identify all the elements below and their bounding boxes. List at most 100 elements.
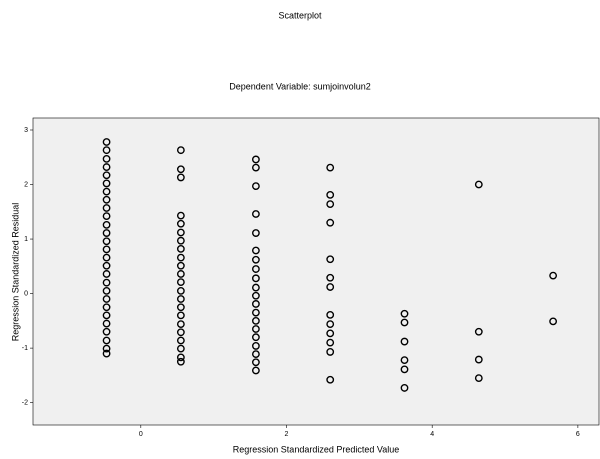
point: [252, 316, 260, 325]
point: [176, 173, 185, 182]
point: [176, 270, 185, 278]
point: [176, 336, 185, 345]
point: [252, 246, 260, 255]
point: [176, 344, 185, 353]
point: [102, 344, 111, 353]
point: [176, 328, 185, 337]
point: [252, 291, 260, 300]
point: [474, 374, 483, 383]
x-tick-label: 4: [430, 431, 434, 438]
point: [102, 171, 111, 180]
point: [102, 154, 111, 163]
point: [326, 338, 335, 347]
point: [474, 327, 483, 336]
y-tick-label: 2: [24, 181, 28, 188]
point: [102, 138, 111, 146]
point: [102, 187, 111, 196]
point: [400, 309, 409, 318]
point: [326, 310, 335, 319]
chart-title: Scatterplot: [278, 10, 322, 20]
point: [102, 261, 111, 270]
x-axis-label: Regression Standardized Predicted Value: [233, 444, 399, 454]
x-tick-label: 6: [576, 431, 580, 438]
y-tick-label: 1: [24, 236, 28, 243]
point: [102, 286, 111, 295]
point: [176, 303, 185, 312]
point: [326, 320, 335, 329]
point: [252, 255, 260, 264]
point: [252, 265, 260, 273]
point: [102, 319, 111, 328]
point: [176, 353, 185, 362]
point: [549, 271, 558, 280]
point: [252, 333, 260, 342]
point: [176, 278, 185, 287]
chart-subtitle: Dependent Variable: sumjoinvolun2: [229, 81, 370, 91]
point: [102, 336, 111, 345]
point: [176, 219, 185, 228]
point: [252, 300, 260, 308]
point: [176, 295, 185, 303]
point: [326, 163, 335, 172]
point: [474, 355, 483, 364]
point: [176, 236, 185, 245]
point: [176, 228, 185, 237]
point: [102, 311, 111, 320]
x-tick-label: 0: [139, 431, 143, 438]
point: [252, 182, 260, 191]
point: [102, 179, 111, 188]
point: [252, 163, 260, 172]
y-tick-label: -2: [22, 399, 28, 406]
point: [326, 273, 335, 282]
point: [102, 163, 111, 171]
point: [252, 283, 260, 292]
point: [326, 218, 335, 227]
point: [176, 253, 185, 262]
point: [400, 365, 409, 374]
point: [102, 195, 111, 204]
point: [102, 295, 111, 303]
point: [252, 210, 260, 218]
point: [400, 318, 409, 327]
point: [400, 356, 409, 365]
point: [102, 220, 111, 229]
point: [326, 255, 335, 264]
point: [326, 190, 335, 199]
point: [102, 212, 111, 221]
point: [102, 204, 111, 212]
point: [326, 348, 335, 356]
point: [326, 200, 335, 209]
point: [326, 329, 335, 338]
point: [102, 270, 111, 278]
y-tick-label: 0: [24, 290, 28, 297]
point: [252, 155, 260, 164]
point: [252, 366, 260, 375]
point: [252, 308, 260, 317]
y-tick-label: 3: [24, 127, 28, 134]
point: [400, 337, 409, 346]
plot-area: [32, 117, 600, 426]
point: [176, 146, 185, 155]
x-tick-label: 2: [285, 431, 289, 438]
point: [102, 349, 111, 358]
point: [474, 180, 483, 189]
point: [252, 358, 260, 367]
point: [549, 317, 558, 326]
point: [252, 274, 260, 283]
point: [176, 211, 185, 220]
point: [252, 350, 260, 359]
point: [176, 165, 185, 174]
point: [400, 384, 409, 392]
point: [176, 311, 185, 320]
point: [252, 229, 260, 237]
point: [102, 253, 111, 262]
point: [252, 325, 260, 333]
point: [102, 245, 111, 254]
y-tick-label: -1: [22, 345, 28, 352]
point: [176, 244, 185, 253]
point: [102, 303, 111, 312]
point: [326, 375, 335, 384]
point: [252, 342, 260, 350]
point: [102, 327, 111, 336]
